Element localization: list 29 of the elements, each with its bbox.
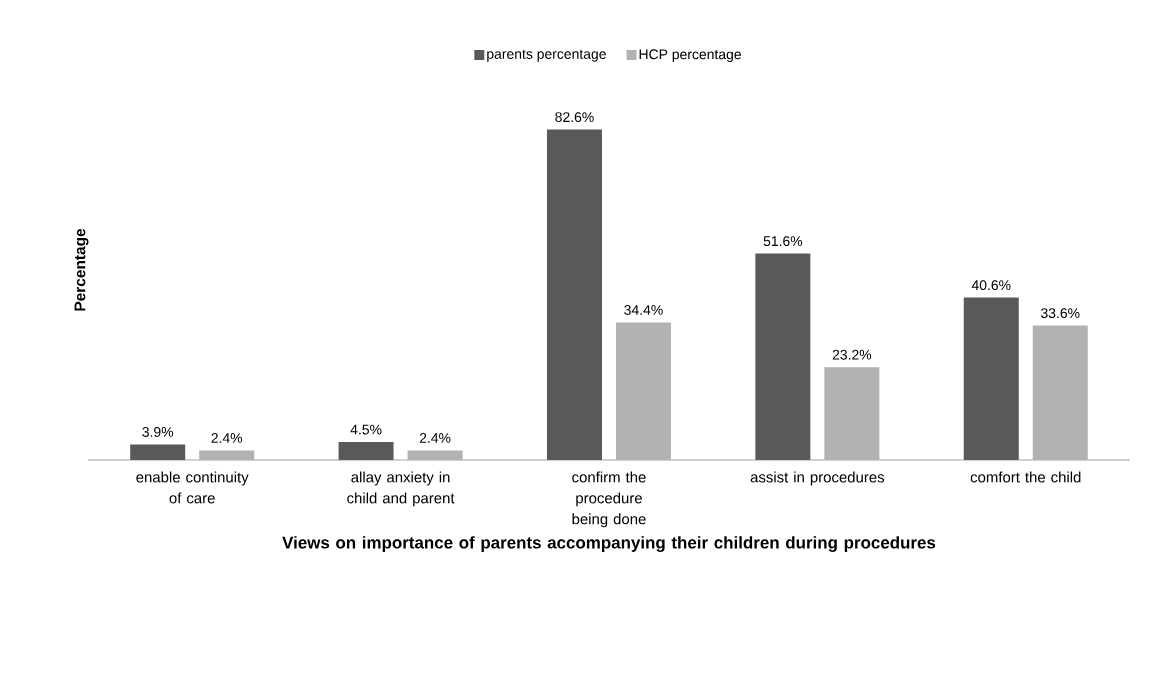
data-label: 23.2%: [832, 349, 872, 360]
data-label: 2.4%: [419, 433, 451, 443]
bar: [755, 253, 811, 460]
data-label: 2.4%: [211, 433, 243, 443]
data-label: 34.4%: [624, 304, 663, 315]
x-tick-label: confirm the procedure being done: [572, 471, 646, 528]
data-label: 4.5%: [350, 424, 382, 435]
bar: [199, 450, 255, 460]
bar: [546, 129, 602, 460]
bar: [615, 322, 671, 460]
bar: [963, 297, 1019, 460]
data-label: 33.6%: [1041, 308, 1080, 319]
data-label: 3.9%: [142, 426, 174, 437]
x-tick-label: assist in procedures: [750, 471, 885, 486]
bar: [1032, 325, 1088, 460]
bar: [338, 442, 394, 460]
x-tick-label: allay anxiety in child and parent: [347, 471, 455, 507]
legend-label: parents percentage: [487, 49, 606, 62]
bar: [130, 444, 186, 460]
bar: [407, 450, 463, 460]
data-label: 40.6%: [971, 280, 1011, 291]
data-label: 51.6%: [763, 236, 803, 247]
y-axis-title: Percentage: [74, 228, 89, 311]
x-tick-label: enable continuity of care: [136, 471, 249, 504]
x-axis-title: Views on importance of parents accompanying their children during procedures: [282, 536, 936, 552]
data-label: 82.6%: [555, 112, 594, 123]
x-tick-label: comfort the child: [970, 471, 1081, 483]
legend-label: HCP percentage: [639, 49, 741, 63]
bar: [824, 367, 880, 460]
